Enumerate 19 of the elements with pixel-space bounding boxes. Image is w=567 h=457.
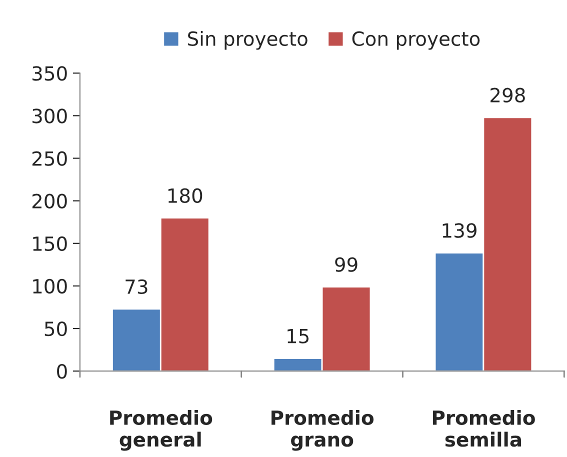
- data-label: 73: [126, 279, 148, 294]
- y-tick-label: 50: [44, 321, 67, 336]
- y-tick-label: 150: [33, 236, 67, 252]
- x-tick-label: Promedio grano: [272, 410, 374, 451]
- y-tick-label: 0: [57, 364, 67, 379]
- x-tick-label: Promedio semilla: [432, 410, 535, 447]
- legend-label: Sin proyecto: [188, 30, 308, 50]
- data-label: 180: [168, 188, 202, 203]
- y-tick-label: 200: [32, 194, 67, 208]
- x-tick-label: Promedio general: [110, 410, 212, 451]
- y-tick-label: 350: [32, 66, 67, 81]
- y-tick-label: 250: [32, 151, 67, 166]
- legend-label: Con proyecto: [352, 31, 480, 50]
- data-label: 139: [442, 223, 476, 238]
- y-tick-label: 300: [32, 108, 67, 124]
- data-label: 298: [490, 88, 525, 103]
- data-label: 99: [335, 257, 358, 272]
- y-tick-label: 100: [33, 278, 67, 294]
- data-label: 15: [288, 328, 309, 344]
